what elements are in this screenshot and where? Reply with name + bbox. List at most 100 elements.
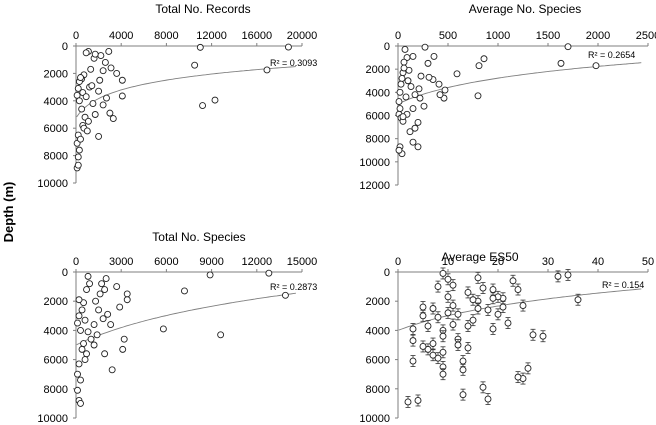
data-point: [411, 91, 419, 99]
data-point: [557, 59, 565, 67]
data-point: [449, 281, 457, 289]
data-point: [119, 345, 127, 353]
data-point: [77, 74, 84, 81]
data-point: [435, 80, 443, 88]
r2-label: R² = 0.2654: [588, 50, 635, 60]
data-point: [99, 101, 107, 109]
data-point: [474, 305, 482, 312]
data-point: [95, 87, 103, 95]
data-point: [439, 332, 447, 340]
data-point: [429, 340, 437, 347]
data-point: [439, 270, 447, 277]
x-tick-label: 9000: [199, 256, 223, 268]
data-point: [479, 284, 487, 292]
data-point: [96, 76, 104, 84]
data-point: [91, 111, 99, 118]
data-point: [86, 280, 94, 288]
data-point: [480, 55, 488, 63]
data-point: [191, 61, 199, 69]
data-point: [93, 331, 101, 339]
data-point: [404, 77, 412, 85]
data-point: [439, 348, 447, 356]
y-tick-label: 10000: [37, 413, 68, 425]
data-point: [75, 360, 83, 368]
data-point: [414, 397, 422, 404]
data-point: [409, 357, 417, 365]
y-tick-label: 0: [384, 267, 390, 279]
data-point: [113, 283, 121, 291]
data-point: [95, 132, 103, 140]
data-point: [449, 321, 457, 329]
data-point: [564, 271, 572, 279]
data-point: [81, 316, 89, 324]
data-point: [397, 80, 405, 88]
data-point: [429, 305, 437, 312]
x-tick-label: 4000: [109, 30, 133, 42]
data-point: [75, 296, 83, 304]
data-point: [101, 58, 109, 66]
data-point: [78, 306, 86, 314]
data-point: [409, 52, 417, 60]
data-point: [87, 335, 95, 343]
data-point: [263, 66, 271, 74]
data-point: [74, 319, 81, 327]
y-tick-label: 8000: [44, 384, 68, 396]
data-point: [75, 146, 83, 154]
shared-y-axis-label: Depth (m): [1, 182, 16, 243]
data-point: [417, 72, 425, 80]
data-point: [529, 331, 537, 339]
data-point: [199, 102, 207, 110]
data-point: [88, 82, 96, 90]
y-tick-label: 2000: [366, 64, 390, 76]
x-tick-label: 40: [592, 256, 604, 268]
data-point: [109, 115, 117, 123]
data-point: [74, 161, 82, 169]
data-point: [411, 124, 419, 132]
data-point: [444, 309, 452, 317]
trend-line: [76, 292, 296, 346]
data-point: [281, 291, 289, 299]
trend-line: [76, 66, 296, 118]
x-tick-label: 0: [73, 256, 79, 268]
data-point: [104, 310, 112, 318]
data-point: [402, 93, 410, 101]
data-point: [419, 303, 427, 311]
data-point: [105, 48, 113, 55]
data-point: [84, 272, 92, 280]
x-tick-label: 500: [439, 30, 457, 42]
x-tick-label: 0: [395, 30, 401, 42]
data-point: [504, 319, 512, 327]
data-point: [118, 76, 126, 84]
y-tick-label: 6000: [44, 355, 68, 367]
data-point: [108, 366, 116, 374]
data-point: [159, 325, 167, 333]
data-point: [489, 286, 497, 293]
data-point: [82, 93, 90, 101]
data-point: [217, 331, 225, 339]
panel-total-species: Total No. Species R² = 0.2873 0 3000 6000 9…: [37, 230, 317, 425]
data-point: [453, 70, 461, 78]
data-point: [434, 283, 442, 291]
data-point: [444, 293, 452, 301]
data-point: [83, 127, 91, 135]
data-point: [414, 143, 422, 151]
data-point: [98, 280, 106, 288]
data-point: [409, 325, 417, 333]
data-point: [80, 340, 87, 347]
data-point: [564, 43, 572, 51]
data-point: [574, 296, 582, 304]
data-point: [81, 356, 89, 364]
x-tick-label: 10: [442, 256, 454, 268]
data-point: [406, 128, 414, 136]
data-point: [469, 316, 477, 324]
data-point: [424, 345, 432, 353]
r2-label: R² = 0.2873: [270, 282, 317, 292]
data-point: [400, 58, 408, 66]
x-tick-label: 1500: [536, 30, 560, 42]
panel-title: Total No. Species: [152, 230, 245, 244]
data-point: [424, 59, 432, 67]
data-point: [484, 395, 492, 403]
data-point: [206, 271, 214, 279]
x-tick-label: 15000: [287, 256, 318, 268]
